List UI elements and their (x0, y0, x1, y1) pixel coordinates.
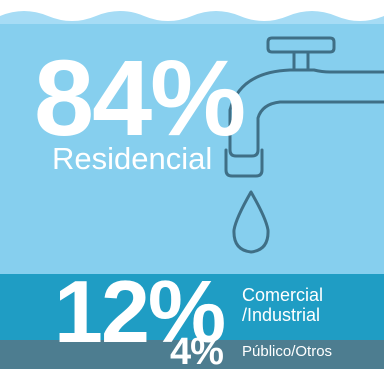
residential-band (0, 24, 384, 274)
comercial-label: Comercial /Industrial (242, 285, 323, 325)
comercial-percent: 12% (54, 262, 226, 361)
residencial-percent: 84% (34, 37, 246, 158)
faucet-icon (224, 36, 384, 178)
water-drop-icon (232, 190, 270, 254)
commercial-band (0, 274, 384, 340)
publico-percent: 4% (170, 331, 224, 369)
residencial-label: Residencial (52, 141, 213, 176)
public-band (0, 340, 384, 369)
comercial-label-text: Comercial /Industrial (242, 285, 324, 325)
publico-label: Público/Otros (242, 343, 333, 360)
